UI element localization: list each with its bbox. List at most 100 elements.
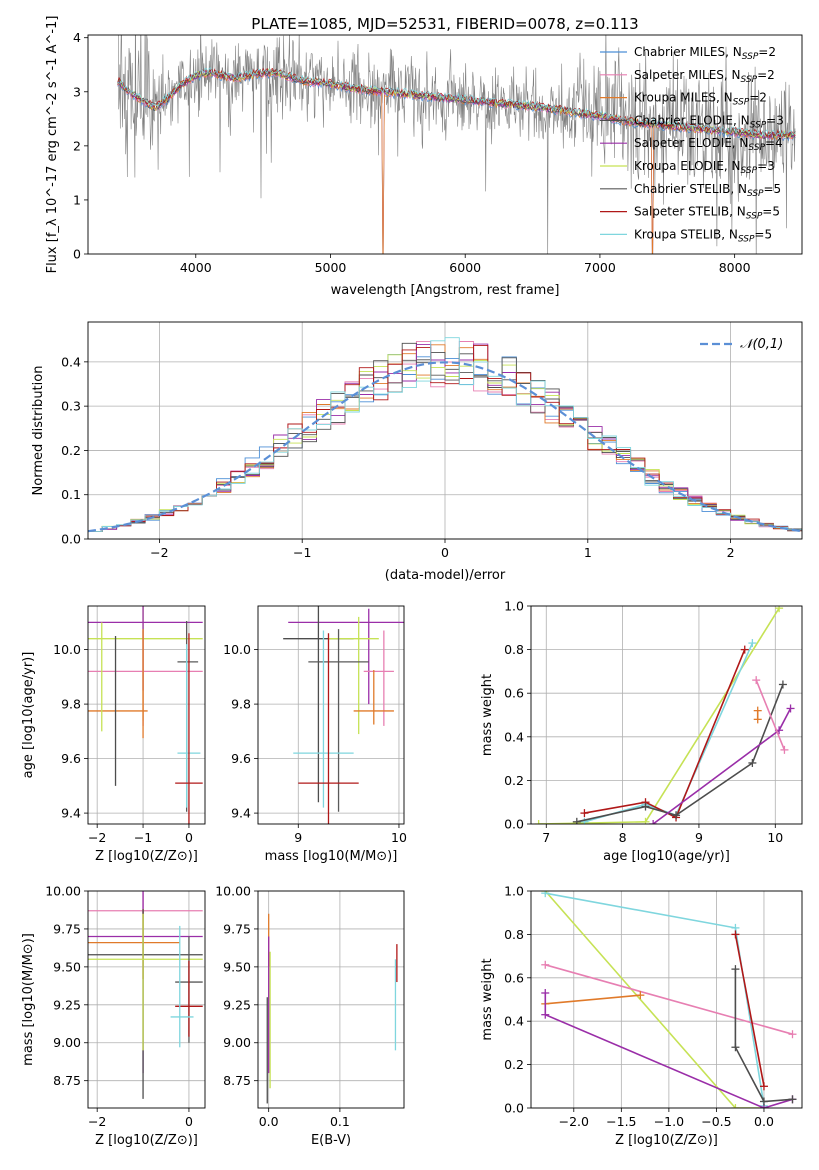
y-axis-label: Flux [f_λ 10^-17 erg cm^-2 s^-1 A^-1] xyxy=(45,16,60,274)
y-tick-label: 8.75 xyxy=(53,1073,81,1088)
errorbar-area xyxy=(88,606,203,824)
y-tick-label: 0.0 xyxy=(504,1101,524,1116)
legend-entry: Salpeter MILES, NSSP=2 xyxy=(634,68,775,85)
spectrum-panel: 4000 5000 6000 7000 8000 0 1 2 3 4 wavelength [Ang… xyxy=(45,16,803,298)
weight-series-line xyxy=(755,679,786,751)
model-spectrum-line xyxy=(117,67,796,138)
weight-series-line xyxy=(734,934,765,1087)
y-tick-label: 10.0 xyxy=(223,642,251,657)
y-tick-label: 0.6 xyxy=(504,970,524,985)
y-tick-label: 1.0 xyxy=(504,599,524,614)
weight-series-line xyxy=(584,649,746,819)
legend-entry: Kroupa STELIB, NSSP=5 xyxy=(634,227,772,244)
x-axis-label: wavelength [Angstrom, rest frame] xyxy=(331,283,560,298)
weight-series-line xyxy=(544,993,793,1108)
y-tick-label: 0.2 xyxy=(61,443,81,458)
spectrum-plot-area xyxy=(117,35,796,254)
x-tick-label: 1 xyxy=(584,545,592,560)
histogram-series-step xyxy=(88,337,802,532)
y-tick-label: 9.50 xyxy=(223,959,251,974)
weight-series-line xyxy=(544,891,764,1108)
weight-series-line xyxy=(538,607,780,824)
y-tick-label: 2 xyxy=(73,138,81,153)
y-tick-label: 9.75 xyxy=(223,921,251,936)
y-tick-label: 0.0 xyxy=(61,532,81,547)
x-tick-label: −2 xyxy=(88,1114,106,1129)
x-tick-label: 8 xyxy=(619,830,627,845)
errorbar-area xyxy=(266,913,398,1104)
legend-entry: Kroupa MILES, NSSP=2 xyxy=(634,91,767,108)
x-tick-label: 0 xyxy=(441,545,449,560)
axes-frame xyxy=(257,605,405,825)
x-tick-label: −1 xyxy=(134,830,152,845)
x-tick-label: 0.0 xyxy=(259,1114,279,1129)
y-tick-label: 0.3 xyxy=(61,399,81,414)
errorbar-area xyxy=(283,606,404,824)
weight-series-line xyxy=(652,708,792,824)
x-axis-label: Z [log10(Z/Z⊙)] xyxy=(615,1133,718,1148)
weight-area xyxy=(534,606,795,824)
x-tick-label: 10 xyxy=(391,830,407,845)
x-tick-label: 9 xyxy=(695,830,703,845)
y-tick-label: 9.4 xyxy=(231,806,251,821)
x-axis-label: E(B-V) xyxy=(311,1133,351,1148)
x-tick-label: −1.0 xyxy=(654,1114,684,1129)
y-tick-label: 9.6 xyxy=(231,751,251,766)
ebv-mass-panel: 0.0 0.1 8.75 9.00 9.25 9.50 9.75 10.00 E(B-V) xyxy=(215,884,405,1148)
y-tick-label: 8.75 xyxy=(223,1073,251,1088)
x-tick-label: −0.5 xyxy=(701,1114,731,1129)
y-axis-label: mass weight xyxy=(480,674,495,756)
metallicity-weight-panel: −2.0 −1.5 −1.0 −0.5 0.0 0.0 0.2 0.4 0.6 0.8 1.0 Z [… xyxy=(480,884,803,1148)
y-tick-label: 0.8 xyxy=(504,642,524,657)
x-axis-label: age [log10(age/yr)] xyxy=(603,849,730,864)
x-tick-label: 5000 xyxy=(315,260,347,275)
y-tick-label: 10.00 xyxy=(45,884,81,899)
residuals-panel: −2 −1 0 1 2 0.0 0.1 0.2 0.3 0.4 (data-model)/error… xyxy=(31,321,803,583)
x-axis-label: Z [log10(Z/Z⊙)] xyxy=(95,849,198,864)
x-tick-label: 0 xyxy=(185,1114,193,1129)
y-tick-label: 9.75 xyxy=(53,921,81,936)
y-tick-label: 10.00 xyxy=(215,884,251,899)
legend-entry: Chabrier MILES, NSSP=2 xyxy=(634,45,776,62)
x-tick-label: 10 xyxy=(767,830,783,845)
axes-frame xyxy=(87,34,803,255)
mass-age-panel: 9 10 9.4 9.6 9.8 10.0 mass [log10(M/M⊙)] xyxy=(223,605,407,864)
figure-title: PLATE=1085, MJD=52531, FIBERID=0078, z=0… xyxy=(251,15,638,33)
y-tick-label: 0.4 xyxy=(504,1014,524,1029)
weight-series-line xyxy=(545,994,641,1005)
normal-curve-line xyxy=(88,361,802,533)
metallicity-mass-panel: −2 0 8.75 9.00 9.25 9.50 9.75 10.00 Z [log10(Z/Z… xyxy=(21,884,206,1148)
y-tick-label: 0.8 xyxy=(504,927,524,942)
x-axis-label: Z [log10(Z/Z⊙)] xyxy=(95,1133,198,1148)
y-tick-label: 0.4 xyxy=(504,729,524,744)
weight-area xyxy=(541,891,797,1108)
x-tick-label: −2 xyxy=(88,830,106,845)
y-tick-label: 0.2 xyxy=(504,773,524,788)
y-tick-label: 9.25 xyxy=(53,997,81,1012)
y-tick-label: 9.8 xyxy=(61,697,81,712)
y-tick-label: 0.0 xyxy=(504,817,524,832)
legend-entry: 𝒩(0,1) xyxy=(740,337,783,352)
y-tick-label: 9.50 xyxy=(53,959,81,974)
x-tick-label: 8000 xyxy=(719,260,751,275)
errorbar-area xyxy=(88,891,203,1099)
histogram-area xyxy=(88,337,802,533)
y-tick-label: 1.0 xyxy=(504,884,524,899)
y-tick-label: 10.0 xyxy=(53,642,81,657)
x-tick-label: 7000 xyxy=(584,260,616,275)
axes-frame xyxy=(87,605,206,825)
age-weight-panel: 7 8 9 10 0.0 0.2 0.4 0.6 0.8 1.0 age [log10(age/yr… xyxy=(480,599,803,864)
legend-entry: Chabrier STELIB, NSSP=5 xyxy=(634,182,781,199)
y-tick-label: 0.4 xyxy=(61,354,81,369)
x-axis-label: (data-model)/error xyxy=(385,568,506,583)
y-tick-label: 0.1 xyxy=(61,487,81,502)
y-tick-label: 3 xyxy=(73,84,81,99)
x-tick-label: −1.5 xyxy=(606,1114,636,1129)
weight-series-line xyxy=(576,684,784,823)
axes-frame xyxy=(530,890,803,1109)
y-axis-label: mass [log10(M/M⊙)] xyxy=(21,933,36,1066)
y-axis-label: age [log10(age/yr)] xyxy=(21,652,36,779)
x-tick-label: −2 xyxy=(150,545,168,560)
y-tick-label: 9.4 xyxy=(61,806,81,821)
legend-entry: Kroupa ELODIE, NSSP=3 xyxy=(634,159,775,176)
